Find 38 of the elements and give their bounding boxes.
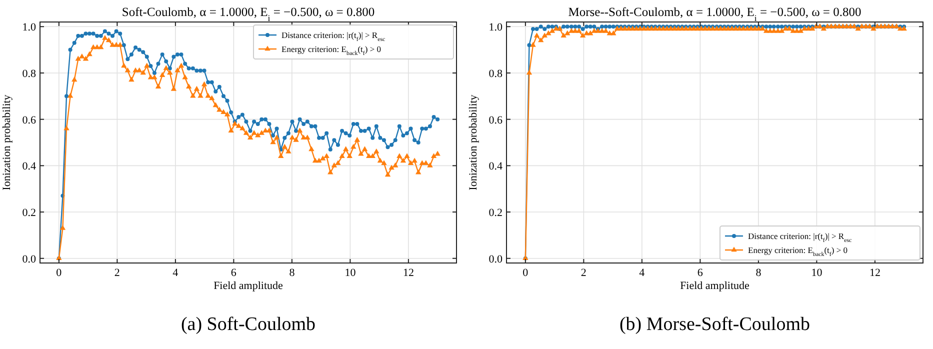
y-tick-label: 0.6 (488, 114, 503, 126)
x-axis-title: Field amplitude (680, 280, 750, 292)
legend-label: Energy criterion: E$_{back}$(t$_{f}$) > 0 (282, 44, 382, 57)
y-tick-label: 0.0 (22, 253, 36, 266)
y-tick-label: 1.0 (22, 22, 36, 34)
x-tick-label: 0 (522, 267, 529, 279)
y-tick-label: 1.0 (488, 22, 503, 34)
chart-title: Morse--Soft-Coulomb, α = 1.0000, E$_{i}$ = −0.500, ω = 0.800 (568, 5, 862, 23)
x-tick-label: 4 (172, 267, 179, 279)
x-tick-label: 10 (344, 267, 356, 279)
x-tick-label: 8 (756, 267, 762, 279)
x-tick-label: 10 (811, 267, 823, 279)
y-tick-label: 0.8 (488, 68, 503, 80)
y-tick-label: 0.0 (488, 253, 503, 266)
chart-title: Soft-Coulomb, α = 1.0000, E$_{i}$ = −0.500, ω = 0.800 (122, 5, 375, 23)
x-tick-label: 6 (230, 267, 237, 279)
legend-label: Distance criterion: |r(t$_{f}$)| > R$_{esc}$ (282, 30, 386, 43)
x-axis-title: Field amplitude (214, 280, 284, 292)
x-tick-label: 0 (56, 267, 62, 279)
x-tick-label: 4 (639, 267, 646, 279)
y-tick-label: 0.4 (488, 160, 503, 173)
y-tick-label: 0.2 (488, 207, 502, 220)
text: (a) Soft-Coulomb (180, 314, 316, 335)
y-tick-label: 0.4 (22, 160, 36, 173)
y-axis-title: Ionization probability (468, 94, 480, 190)
x-tick-label: 12 (402, 267, 414, 279)
y-tick-label: 0.6 (22, 114, 36, 126)
x-tick-label: 12 (869, 267, 880, 279)
x-tick-label: 6 (697, 267, 704, 279)
y-tick-label: 0.2 (22, 207, 36, 220)
x-tick-label: 8 (289, 267, 296, 279)
y-tick-label: 0.8 (22, 68, 36, 80)
y-axis-title: Ionization probability (1, 94, 13, 190)
x-tick-label: 2 (114, 267, 120, 279)
x-tick-label: 2 (580, 267, 586, 279)
legend-label: Distance criterion: |r(t$_{f}$)| > R$_{esc}$ (748, 231, 852, 244)
text: (b) Morse-Soft-Coulomb (619, 314, 810, 335)
legend-label: Energy criterion: E$_{back}$(t$_{f}$) > 0 (748, 245, 848, 258)
